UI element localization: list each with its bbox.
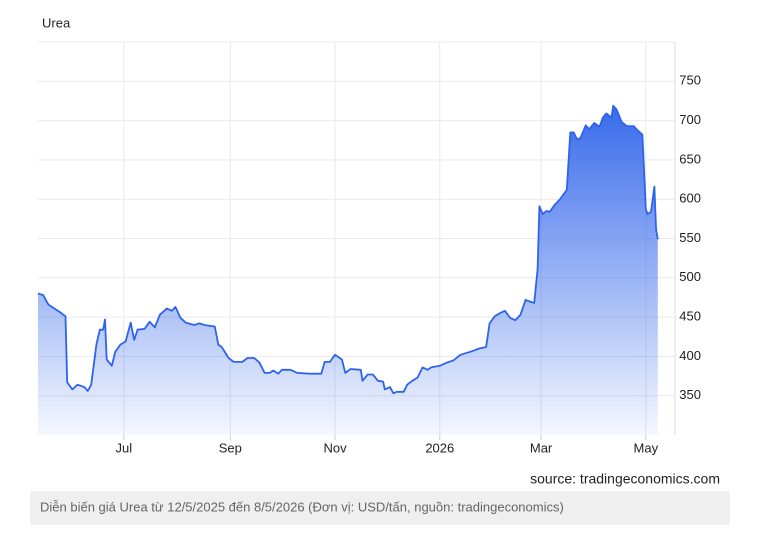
y-tick-label: 400 [679,348,701,363]
caption-box [30,491,730,525]
line [37,104,659,395]
y-tick-label: 550 [679,230,701,245]
y-tick-label: 350 [679,387,701,402]
x-tick-label: May [634,440,659,455]
x-tick-label: Sep [219,440,242,455]
x-tick-label: Mar [530,440,553,455]
area [38,105,658,435]
y-tick-label: 700 [679,112,701,127]
y-tick-label: 500 [679,269,701,284]
source: source: tradingeconomics.com [530,471,720,487]
x-tick-label: Nov [323,440,347,455]
y-tick-label: 750 [679,73,701,88]
y-tick-label: 450 [679,309,701,324]
x-tick-label: Jul [116,440,133,455]
caption: Diễn biến giá Urea từ 12/5/2025 đến 8/5/… [40,499,564,514]
x-tick-label: 2026 [425,440,454,455]
y-tick-label: 650 [679,151,701,166]
y-tick-label: 600 [679,191,701,206]
chart-title: Urea [42,15,71,30]
